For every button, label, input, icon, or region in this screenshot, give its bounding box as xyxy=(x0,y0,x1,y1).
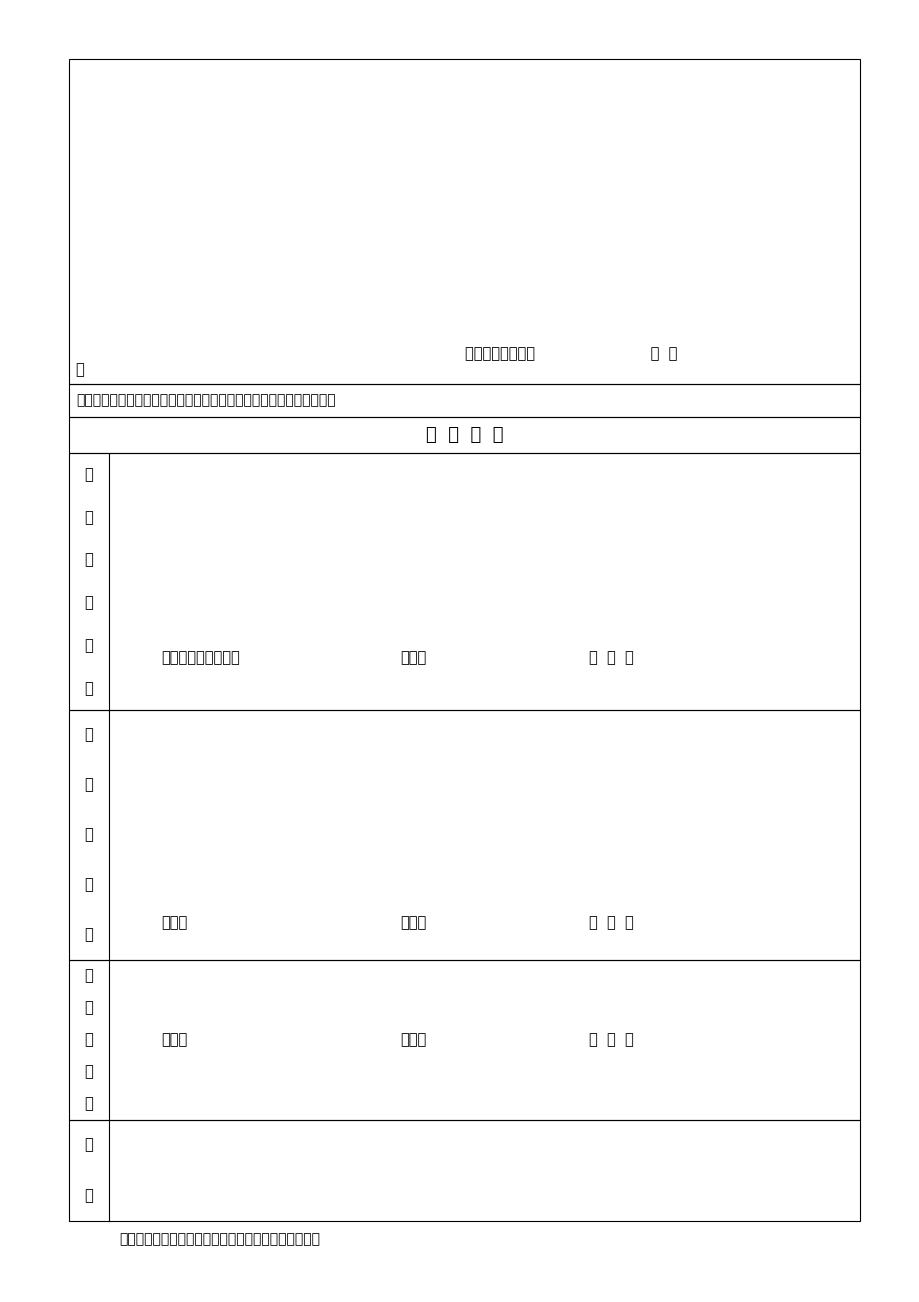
Text: （主管领导）签字：: （主管领导）签字： xyxy=(161,650,240,665)
Text: 签字：: 签字： xyxy=(161,915,187,931)
Text: 审  核  意  见: 审 核 意 见 xyxy=(425,426,503,444)
Text: 日: 日 xyxy=(75,362,85,378)
Text: 见: 见 xyxy=(85,927,93,943)
Text: 织: 织 xyxy=(85,777,93,792)
Text: 见: 见 xyxy=(85,1096,93,1111)
Text: 人: 人 xyxy=(85,969,93,983)
Text: 盖章：: 盖章： xyxy=(400,1032,426,1047)
Text: 申请人（签名）：                         年  月: 申请人（签名）： 年 月 xyxy=(464,346,676,362)
Text: 处: 处 xyxy=(85,1032,93,1047)
Text: 备注：本表请正反面打印，处级干部须有组织部意见。: 备注：本表请正反面打印，处级干部须有组织部意见。 xyxy=(119,1233,320,1246)
Text: 见: 见 xyxy=(85,681,93,695)
Text: 所: 所 xyxy=(85,467,93,482)
Text: 意: 意 xyxy=(85,1064,93,1079)
Text: 注: 注 xyxy=(85,1189,93,1203)
Text: 组: 组 xyxy=(85,727,93,742)
Text: 盖章：: 盖章： xyxy=(400,915,426,931)
Text: 年  月  日: 年 月 日 xyxy=(588,1032,633,1047)
Text: 盖章：: 盖章： xyxy=(400,650,426,665)
Text: 部: 部 xyxy=(85,827,93,842)
Text: 备: 备 xyxy=(85,1138,93,1152)
Text: 意: 意 xyxy=(85,638,93,654)
Text: 位: 位 xyxy=(85,595,93,611)
Text: 在: 在 xyxy=(85,509,93,525)
Text: 注：以上各项由申请人本人填写，请不要留空项，填写不下可另附页。: 注：以上各项由申请人本人填写，请不要留空项，填写不下可另附页。 xyxy=(76,393,335,408)
Text: 年  月  日: 年 月 日 xyxy=(588,915,633,931)
Text: 意: 意 xyxy=(85,878,93,892)
Text: 事: 事 xyxy=(85,1000,93,1016)
Text: 单: 单 xyxy=(85,552,93,568)
Text: 签字：: 签字： xyxy=(161,1032,187,1047)
Text: 年  月  日: 年 月 日 xyxy=(588,650,633,665)
